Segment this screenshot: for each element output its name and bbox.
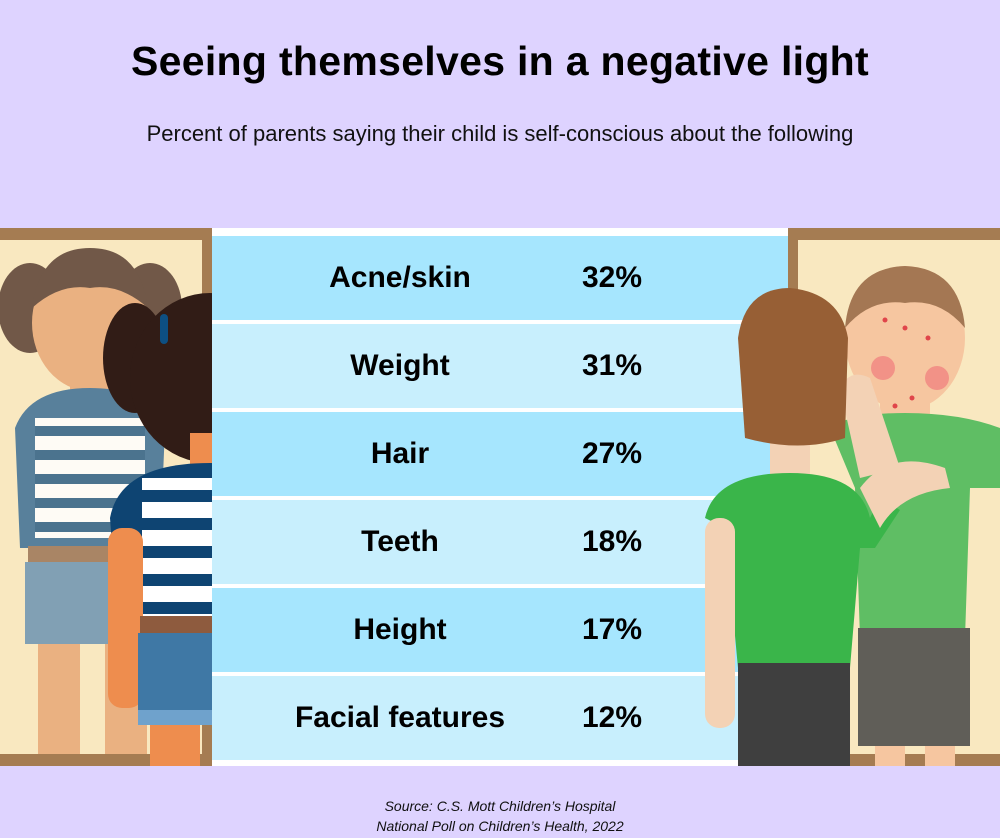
row-value: 18% (581, 525, 643, 558)
row-label: Teeth (361, 525, 439, 558)
table-row: Height 17% (212, 588, 788, 672)
row-label: Height (353, 613, 447, 646)
table-row: Teeth 18% (212, 500, 788, 584)
row-label: Hair (370, 437, 430, 470)
results-table: Acne/skin 32% Weight 31% Hair 27% Teeth 18% Heig… (212, 228, 788, 766)
row-value: 32% (581, 261, 643, 294)
row-label: Acne/skin (329, 261, 471, 294)
row-value: 27% (581, 437, 643, 470)
source-line-2: National Poll on Children’s Health, 2022 (376, 818, 624, 834)
page-subtitle: Percent of parents saying their child is… (146, 121, 854, 146)
table-row: Acne/skin 32% (212, 236, 788, 320)
row-label: Weight (350, 349, 450, 382)
right-mirror-illustration (705, 228, 1000, 766)
table-row: Weight 31% (212, 324, 788, 408)
table-row: Hair 27% (212, 412, 788, 496)
source-note: Source: C.S. Mott Children’s Hospital Na… (0, 796, 1000, 836)
page-title: Seeing themselves in a negative light (131, 38, 869, 84)
illustration-scene: Acne/skin 32% Weight 31% Hair 27% Teeth 18% Heig… (0, 228, 1000, 766)
table-row: Facial features 12% (212, 676, 788, 760)
row-value: 12% (581, 701, 643, 734)
source-line-1: Source: C.S. Mott Children’s Hospital (384, 798, 616, 814)
row-value: 31% (581, 349, 643, 382)
row-value: 17% (581, 613, 643, 646)
row-label: Facial features (294, 701, 506, 734)
